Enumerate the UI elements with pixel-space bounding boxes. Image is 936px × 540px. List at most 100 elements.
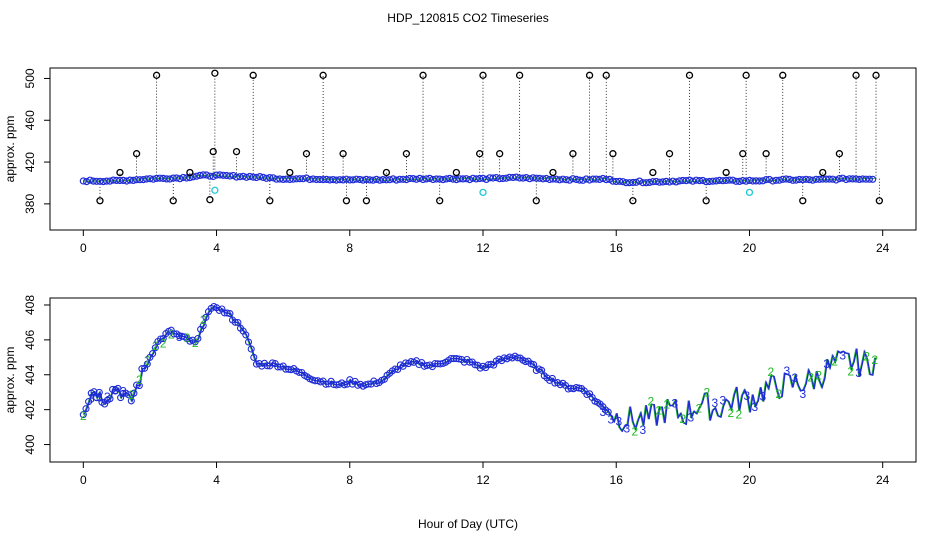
baseline-point	[799, 176, 807, 184]
marker-2: 2	[703, 385, 710, 399]
baseline-point	[852, 175, 860, 183]
baseline-point	[542, 174, 550, 183]
spike-point	[569, 150, 577, 158]
trace-point	[194, 334, 202, 343]
baseline-point	[652, 177, 660, 186]
trace-point	[471, 361, 479, 369]
baseline-point	[419, 175, 427, 184]
baseline-point	[812, 175, 820, 183]
y-tick-label: 404	[23, 364, 37, 384]
marker-2: 2	[871, 353, 878, 367]
marker-2: 2	[695, 401, 702, 415]
marker-2: 2	[656, 404, 663, 418]
baseline-point	[729, 176, 737, 184]
baseline-point	[845, 175, 854, 183]
trace-point	[484, 361, 492, 369]
baseline-point	[242, 173, 251, 181]
baseline-point	[595, 175, 604, 183]
baseline-point	[565, 176, 574, 184]
trace-point	[452, 355, 460, 363]
cyan-point	[479, 188, 487, 197]
baseline-point	[665, 178, 674, 186]
baseline-point	[842, 175, 850, 184]
baseline-point	[545, 175, 554, 184]
y-tick-label: 406	[23, 330, 37, 350]
spike-point	[872, 71, 880, 79]
baseline-point	[589, 175, 597, 183]
baseline-point	[722, 176, 730, 184]
baseline-point	[739, 177, 747, 185]
baseline-point	[855, 175, 864, 183]
baseline-point	[262, 174, 271, 182]
baseline-point	[732, 177, 740, 185]
baseline-point	[482, 175, 490, 183]
spike-point	[476, 150, 484, 158]
baseline-point	[136, 176, 144, 184]
baseline-point	[402, 176, 410, 184]
baseline-point	[359, 176, 367, 184]
baseline-point	[712, 177, 720, 185]
baseline-point	[535, 174, 544, 182]
baseline-point	[302, 174, 311, 182]
plot-frame	[49, 297, 917, 463]
baseline-point	[655, 178, 664, 186]
baseline-point	[349, 176, 357, 184]
marker-3: 3	[88, 392, 95, 406]
baseline-point	[609, 177, 617, 185]
x-tick-label: 12	[476, 473, 490, 487]
trace-point	[135, 382, 143, 390]
marker-2: 2	[775, 387, 782, 401]
baseline-point	[92, 177, 101, 185]
baseline-point	[379, 176, 387, 184]
marker-3: 3	[608, 412, 615, 426]
baseline-point	[332, 176, 340, 184]
marker-2: 2	[847, 365, 854, 379]
marker-2: 2	[200, 313, 207, 327]
baseline-point	[163, 175, 171, 183]
trace-point	[234, 318, 242, 327]
trace-point	[79, 411, 87, 419]
baseline-point	[352, 175, 360, 183]
marker-2: 2	[679, 412, 686, 426]
x-tick-label: 0	[80, 473, 87, 487]
baseline-point	[479, 174, 487, 182]
trace-point	[575, 384, 583, 392]
baseline-point	[322, 175, 331, 183]
spike-point	[629, 197, 637, 205]
spike-point	[779, 71, 787, 79]
baseline-point	[692, 176, 700, 184]
baseline-point	[102, 177, 111, 185]
baseline-point	[116, 176, 124, 185]
trace-point	[85, 398, 93, 406]
baseline-point	[835, 175, 844, 183]
marker-3: 3	[855, 366, 862, 380]
x-tick-label: 16	[610, 473, 624, 487]
trace-point	[330, 380, 338, 389]
baseline-point	[792, 176, 800, 184]
x-tick-label: 16	[610, 241, 624, 255]
baseline-point	[695, 177, 704, 185]
trace-point	[322, 380, 330, 388]
trace-point	[295, 368, 303, 376]
baseline-point	[489, 174, 497, 182]
top-panel: 0 4 8 12 16 20 24 380 420 460 500 approx. ppm	[3, 67, 917, 255]
baseline-point	[519, 174, 527, 182]
x-tick-label: 24	[876, 473, 890, 487]
trace-point	[202, 313, 210, 321]
baseline-point	[212, 171, 221, 179]
baseline-point	[446, 174, 454, 182]
baseline-point	[193, 172, 201, 180]
marker-2: 2	[815, 369, 822, 383]
baseline-point	[675, 177, 684, 185]
baseline-point	[619, 178, 627, 186]
baseline-point	[635, 177, 644, 185]
trace-point	[231, 318, 239, 326]
x-tick-label: 4	[213, 473, 220, 487]
marker-2: 2	[136, 373, 143, 387]
baseline-point	[406, 174, 414, 183]
baseline-point	[469, 174, 477, 182]
marker-2: 2	[80, 409, 87, 423]
trace-point	[434, 360, 442, 368]
x-tick-label: 20	[743, 241, 757, 255]
